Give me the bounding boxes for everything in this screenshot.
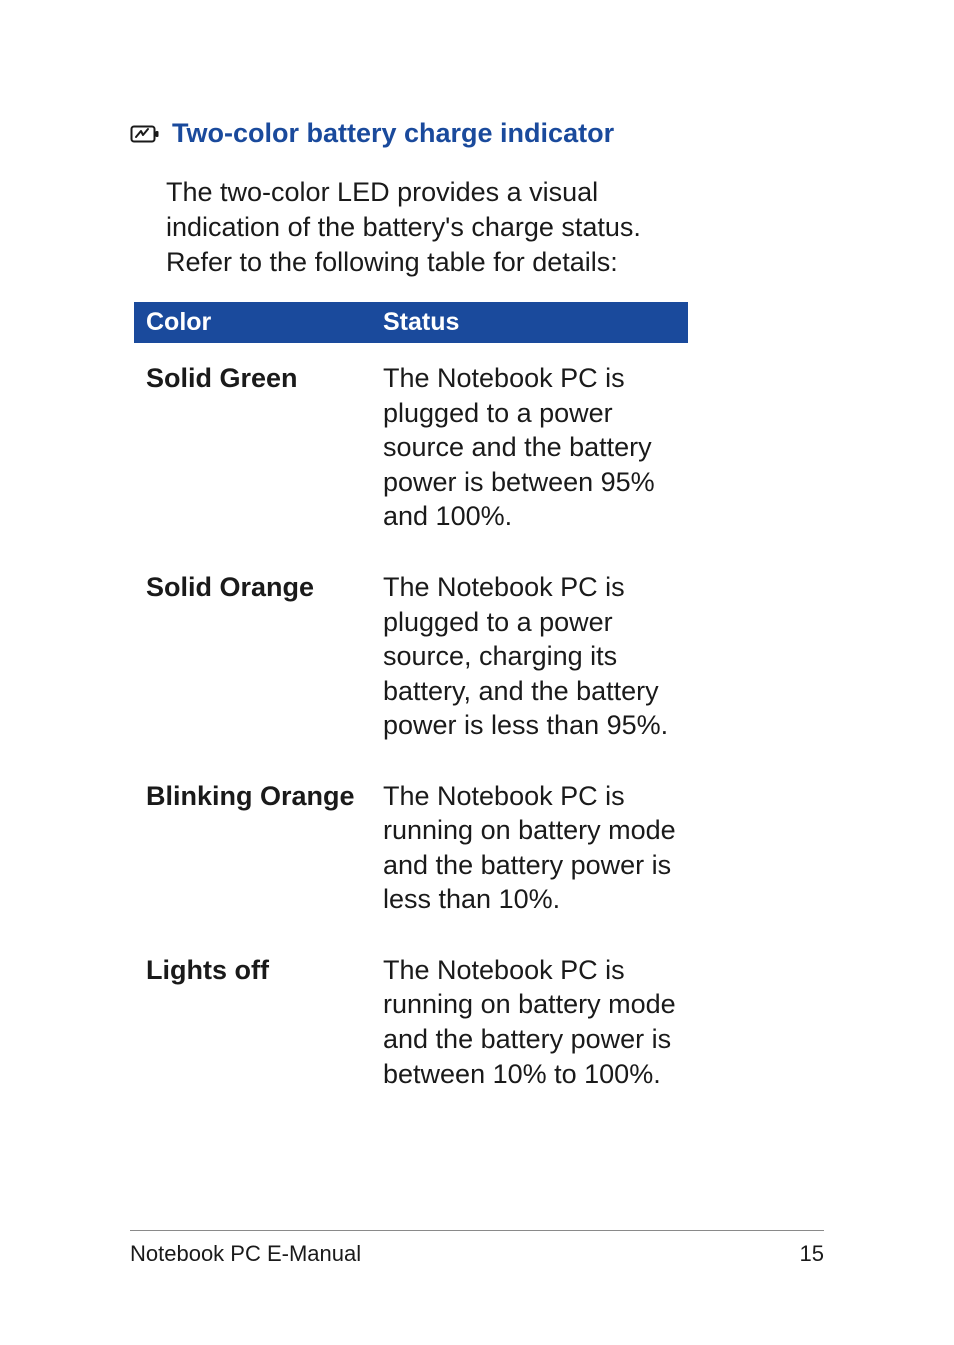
section-heading-text: Two-color battery charge indicator (172, 118, 614, 149)
footer-rule (130, 1230, 824, 1231)
table-row: Solid Green The Notebook PC is plugged t… (134, 343, 688, 552)
table-cell-color: Solid Green (134, 343, 371, 552)
table-cell-status: The Notebook PC is plugged to a power so… (371, 343, 688, 552)
intro-paragraph: The two-color LED provides a visual indi… (166, 175, 706, 280)
page-footer: Notebook PC E-Manual 15 (130, 1230, 824, 1267)
table-header-color: Color (134, 302, 371, 343)
table-row: Solid Orange The Notebook PC is plugged … (134, 552, 688, 761)
table-header: Color Status (134, 302, 688, 343)
manual-page: Two-color battery charge indicator The t… (0, 0, 954, 1109)
section-heading: Two-color battery charge indicator (130, 118, 824, 149)
battery-status-table: Color Status Solid Green The Notebook PC… (134, 302, 688, 1109)
table-cell-color: Lights off (134, 935, 371, 1109)
table-header-status: Status (371, 302, 688, 343)
footer-row: Notebook PC E-Manual 15 (130, 1241, 824, 1267)
table-cell-status: The Notebook PC is running on battery mo… (371, 935, 688, 1109)
footer-doc-title: Notebook PC E-Manual (130, 1241, 361, 1267)
table-row: Blinking Orange The Notebook PC is runni… (134, 761, 688, 935)
table-cell-status: The Notebook PC is plugged to a power so… (371, 552, 688, 761)
table-body: Solid Green The Notebook PC is plugged t… (134, 343, 688, 1109)
battery-charge-icon (130, 123, 160, 145)
table-cell-status: The Notebook PC is running on battery mo… (371, 761, 688, 935)
table-cell-color: Solid Orange (134, 552, 371, 761)
footer-page-number: 15 (800, 1241, 824, 1267)
table-row: Lights off The Notebook PC is running on… (134, 935, 688, 1109)
table-cell-color: Blinking Orange (134, 761, 371, 935)
